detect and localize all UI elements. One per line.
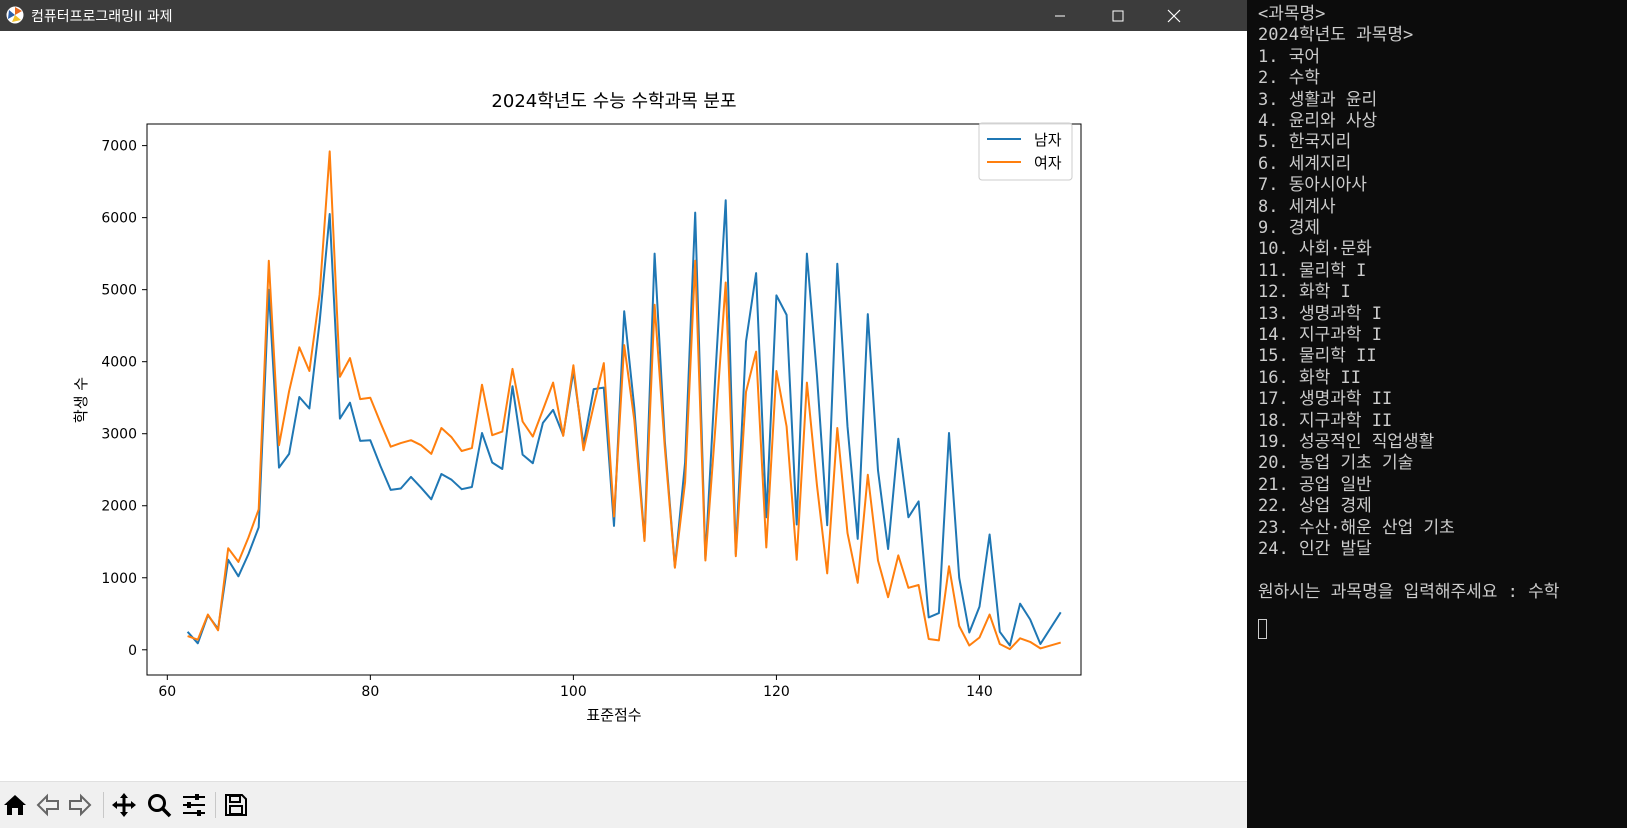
minimize-icon [1055,15,1065,16]
maximize-button[interactable] [1089,0,1147,31]
save-button[interactable] [222,791,250,819]
x-tick-label: 100 [560,684,587,700]
legend-label-male: 남자 [1034,131,1062,149]
figure-canvas[interactable]: 2024학년도 수능 수학과목 분포 표준점수 학생 수 60 80 100 120 1… [0,31,1247,781]
terminal-line: 15. 물리학 II [1258,346,1377,367]
terminal-line: 1. 국어 [1258,46,1320,67]
terminal-line: 10. 사회·문화 [1258,239,1372,260]
y-tick-label: 6000 [101,211,137,227]
terminal-line: 12. 화학 I [1258,282,1351,303]
x-tick-label: 80 [361,684,379,700]
y-tick-label: 2000 [101,499,137,515]
x-axis-label: 표준점수 [586,706,641,724]
zoom-icon [148,794,172,818]
y-tick-label: 5000 [101,283,137,299]
terminal-line: 4. 윤리와 사상 [1258,111,1378,131]
legend-label-female: 여자 [1034,154,1062,172]
terminal-line: 8. 세계사 [1258,196,1336,217]
y-tick-label: 3000 [101,427,137,443]
terminal-line: 19. 성공적인 직업생활 [1258,432,1435,452]
save-icon [225,794,247,816]
terminal-line: 11. 물리학 I [1258,260,1367,281]
home-icon [4,795,26,815]
terminal-window[interactable]: <과목명> 2024학년도 과목명> 1. 국어 2. 수학 3. 생활과 윤리 4. 윤… [1247,0,1627,827]
configure-subplots-icon [183,794,205,816]
y-tick-label: 1000 [101,571,137,587]
legend: 남자 여자 [978,122,1073,181]
terminal-line: 22. 상업 경제 [1258,496,1372,517]
toolbar-separator [215,792,216,818]
terminal-line: 20. 농업 기초 기술 [1258,453,1414,474]
terminal-line: 23. 수산·해운 산업 기초 [1258,517,1455,538]
terminal-line: 14. 지구과학 I [1258,325,1382,345]
terminal-line: 6. 세계지리 [1258,153,1352,174]
navigation-toolbar [0,781,1247,828]
toolbar-separator [103,792,104,818]
maximize-icon [1112,10,1124,21]
terminal-line: 3. 생활과 윤리 [1258,89,1378,110]
home-button[interactable] [1,791,29,819]
window-title: 컴퓨터프로그래밍II 과제 [31,9,173,25]
minimize-button[interactable] [1031,0,1089,31]
chart-title: 2024학년도 수능 수학과목 분포 [491,91,736,112]
forward-button[interactable] [66,791,94,819]
close-button[interactable] [1145,0,1203,31]
terminal-line: 16. 화학 II [1258,367,1361,388]
pan-button[interactable] [110,791,138,819]
terminal-line: <과목명> [1258,4,1326,24]
matplotlib-window: 컴퓨터프로그래밍II 과제 2024학년도 수능 수학과목 분포 표준점수 학생… [0,0,1247,828]
terminal-line: 7. 동아시아사 [1258,175,1367,196]
terminal-line: 17. 생명과학 II [1258,389,1393,410]
terminal-line: 2. 수학 [1258,68,1320,89]
series-line-0 [186,199,1062,647]
y-axis-label: 학생 수 [72,377,90,423]
close-icon [1167,9,1181,22]
terminal-line: 24. 인간 발달 [1258,539,1372,559]
zoom-button[interactable] [145,791,173,819]
terminal-line: 21. 공업 일반 [1258,474,1372,495]
terminal-line: 5. 한국지리 [1258,132,1352,153]
title-bar[interactable]: 컴퓨터프로그래밍II 과제 [0,0,1247,31]
y-tick-label: 7000 [101,139,137,155]
terminal-line: 13. 생명과학 I [1258,303,1382,324]
x-tick-label: 120 [763,684,790,700]
back-button[interactable] [34,791,62,819]
terminal-cursor [1258,619,1267,639]
axis-ticks: 60 80 100 120 140 0 1000 2000 3000 4000 5000 6000 70… [101,139,992,700]
y-tick-label: 0 [128,643,137,659]
series-lines [186,150,1062,651]
back-arrow-icon [36,793,59,817]
terminal-line: 원하시는 과목명을 입력해주세요 : 수학 [1258,581,1560,602]
chart-svg[interactable]: 2024학년도 수능 수학과목 분포 표준점수 학생 수 60 80 100 120 1… [0,31,1247,781]
x-tick-label: 60 [158,684,176,700]
terminal-line: 18. 지구과학 II [1258,410,1393,431]
terminal-line: 9. 경제 [1258,218,1320,238]
axes-frame [146,123,1082,676]
terminal-line: 2024학년도 과목명> [1258,25,1414,46]
legend-box [978,122,1073,181]
x-tick-label: 140 [966,684,993,700]
configure-subplots-button[interactable] [180,791,208,819]
pan-icon [112,793,136,817]
forward-arrow-icon [69,793,92,817]
app-icon [6,6,24,24]
series-line-1 [187,150,1061,651]
y-tick-label: 4000 [101,355,137,371]
